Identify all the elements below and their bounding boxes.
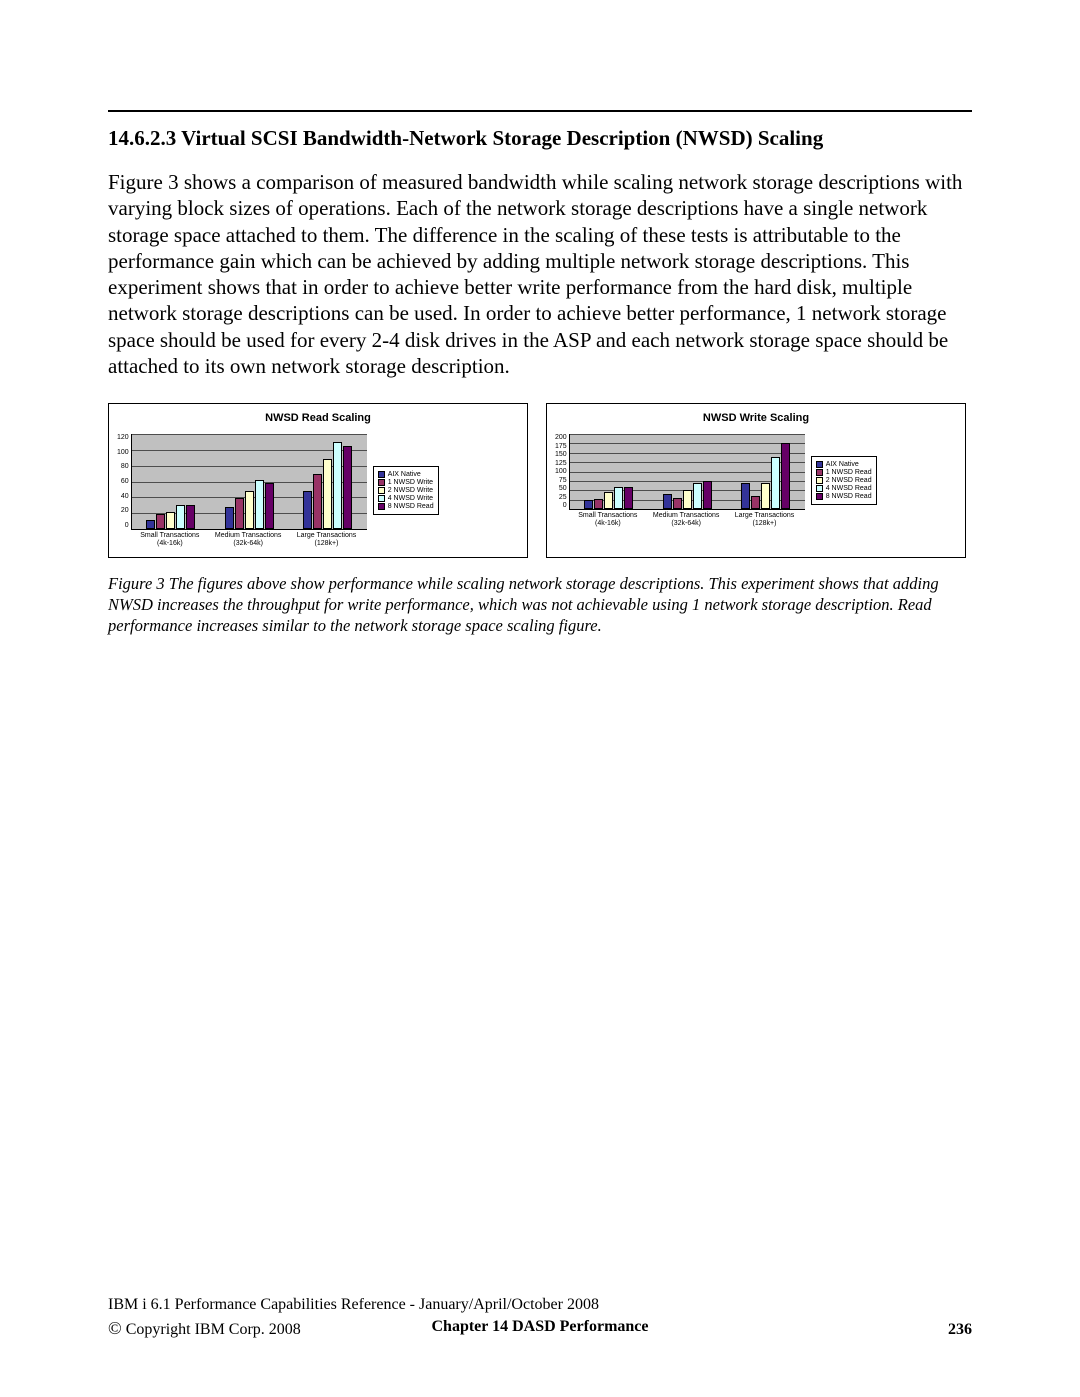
- chart-read-scaling: NWSD Read Scaling 120100806040200 Small …: [108, 403, 528, 558]
- chart-bar: [604, 492, 613, 509]
- chart-bar: [265, 483, 274, 529]
- chart-bar: [594, 499, 603, 510]
- legend-item: 8 NWSD Read: [816, 493, 872, 500]
- chart-bar: [741, 483, 750, 509]
- y-axis: 120100806040200: [117, 434, 131, 529]
- body-paragraph: Figure 3 shows a comparison of measured …: [108, 169, 972, 379]
- legend-item: 1 NWSD Read: [816, 469, 872, 476]
- y-axis: 2001751501251007550250: [555, 434, 569, 509]
- chart-bar: [673, 498, 682, 509]
- chart-bar: [693, 483, 702, 509]
- chart-bar: [761, 483, 770, 509]
- chart-title: NWSD Write Scaling: [555, 412, 957, 424]
- footer-chapter: Chapter 14 DASD Performance: [108, 1318, 972, 1336]
- chart-bar: [323, 459, 332, 529]
- section-heading: 14.6.2.3 Virtual SCSI Bandwidth-Network …: [108, 126, 972, 151]
- chart-bar: [313, 474, 322, 529]
- legend-item: 4 NWSD Read: [816, 485, 872, 492]
- chart-legend: AIX Native1 NWSD Read2 NWSD Read4 NWSD R…: [811, 456, 877, 505]
- legend-item: AIX Native: [816, 461, 872, 468]
- chart-bar: [751, 496, 760, 509]
- chart-bar: [663, 494, 672, 509]
- chart-plot: [131, 434, 367, 530]
- chart-bar: [146, 520, 155, 530]
- chart-bar: [255, 480, 264, 529]
- chart-bar: [303, 491, 312, 529]
- chart-title: NWSD Read Scaling: [117, 412, 519, 424]
- charts-row: NWSD Read Scaling 120100806040200 Small …: [108, 403, 972, 558]
- legend-item: 2 NWSD Write: [378, 487, 434, 494]
- chart-bar: [176, 505, 185, 529]
- page-footer: IBM i 6.1 Performance Capabilities Refer…: [108, 1296, 972, 1339]
- chart-bar: [584, 500, 593, 509]
- chart-bar: [225, 507, 234, 529]
- chart-bar: [343, 446, 352, 529]
- chart-bar: [156, 514, 165, 529]
- chart-bar: [781, 443, 790, 509]
- chart-plot: [569, 434, 805, 510]
- figure-caption: Figure 3 The figures above show performa…: [108, 574, 972, 636]
- legend-item: 2 NWSD Read: [816, 477, 872, 484]
- legend-item: 8 NWSD Read: [378, 503, 434, 510]
- x-axis-labels: Small Transactions (4k-16k)Medium Transa…: [131, 532, 366, 547]
- chart-bar: [614, 487, 623, 510]
- chart-bar: [683, 490, 692, 509]
- x-axis-labels: Small Transactions (4k-16k)Medium Transa…: [569, 512, 804, 527]
- chart-bar: [771, 457, 780, 510]
- chart-bar: [186, 505, 195, 529]
- legend-item: 4 NWSD Write: [378, 495, 434, 502]
- chart-bar: [245, 491, 254, 529]
- chart-bar: [235, 498, 244, 529]
- chart-bar: [624, 487, 633, 510]
- legend-item: AIX Native: [378, 471, 434, 478]
- chart-bar: [166, 512, 175, 529]
- chart-bar: [333, 442, 342, 529]
- horizontal-rule: [108, 110, 972, 112]
- footer-reference: IBM i 6.1 Performance Capabilities Refer…: [108, 1296, 972, 1314]
- legend-item: 1 NWSD Write: [378, 479, 434, 486]
- chart-bar: [703, 481, 712, 509]
- chart-write-scaling: NWSD Write Scaling 200175150125100755025…: [546, 403, 966, 558]
- chart-legend: AIX Native1 NWSD Write2 NWSD Write4 NWSD…: [373, 466, 439, 515]
